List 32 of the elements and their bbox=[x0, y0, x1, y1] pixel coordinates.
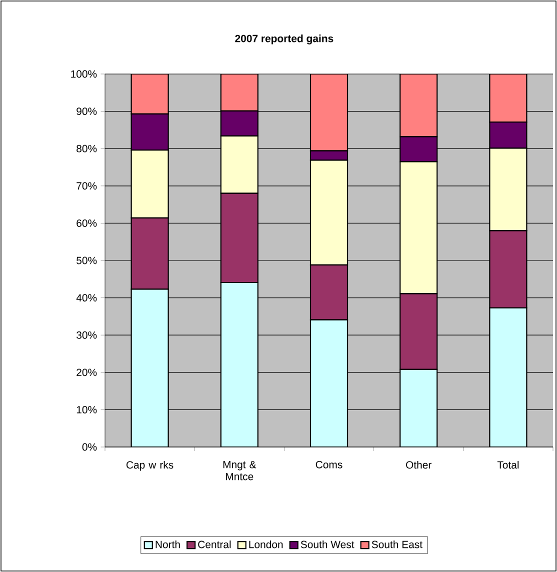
y-tick-label: 0% bbox=[82, 443, 97, 451]
bar bbox=[220, 282, 258, 447]
legend-label: London bbox=[249, 540, 283, 548]
chart-title: 2007 reported gains bbox=[235, 34, 334, 44]
bar bbox=[489, 307, 528, 447]
legend-label: North bbox=[156, 540, 180, 548]
y-tick-label: 100% bbox=[71, 70, 97, 78]
y-tick-label: 40% bbox=[76, 294, 97, 302]
bar bbox=[400, 368, 438, 447]
y-tick-label: 80% bbox=[76, 144, 97, 152]
x-tick-label: Coms bbox=[316, 460, 342, 468]
legend-label: South East bbox=[372, 540, 422, 548]
legend-label: South West bbox=[300, 540, 354, 548]
x-tick-label: Total bbox=[497, 460, 519, 469]
x-tick-label: Cap w rks bbox=[126, 460, 174, 471]
bar bbox=[130, 288, 169, 447]
y-tick-label: 60% bbox=[76, 220, 97, 227]
y-tick-label: 30% bbox=[76, 331, 97, 339]
bar bbox=[310, 74, 348, 152]
legend-label: Central bbox=[198, 540, 231, 548]
bar bbox=[310, 319, 348, 447]
y-tick-label: 70% bbox=[76, 182, 97, 190]
bar bbox=[400, 74, 438, 138]
y-tick-label: 90% bbox=[76, 108, 97, 116]
bar bbox=[489, 74, 528, 123]
y-tick-label: 20% bbox=[76, 368, 97, 376]
bar bbox=[130, 74, 169, 114]
x-tick-label: Mngt & Mntce bbox=[223, 460, 256, 480]
x-tick-label: Other bbox=[406, 460, 432, 469]
y-tick-label: 50% bbox=[76, 256, 97, 264]
bar bbox=[220, 74, 258, 112]
y-tick-label: 10% bbox=[76, 406, 97, 414]
